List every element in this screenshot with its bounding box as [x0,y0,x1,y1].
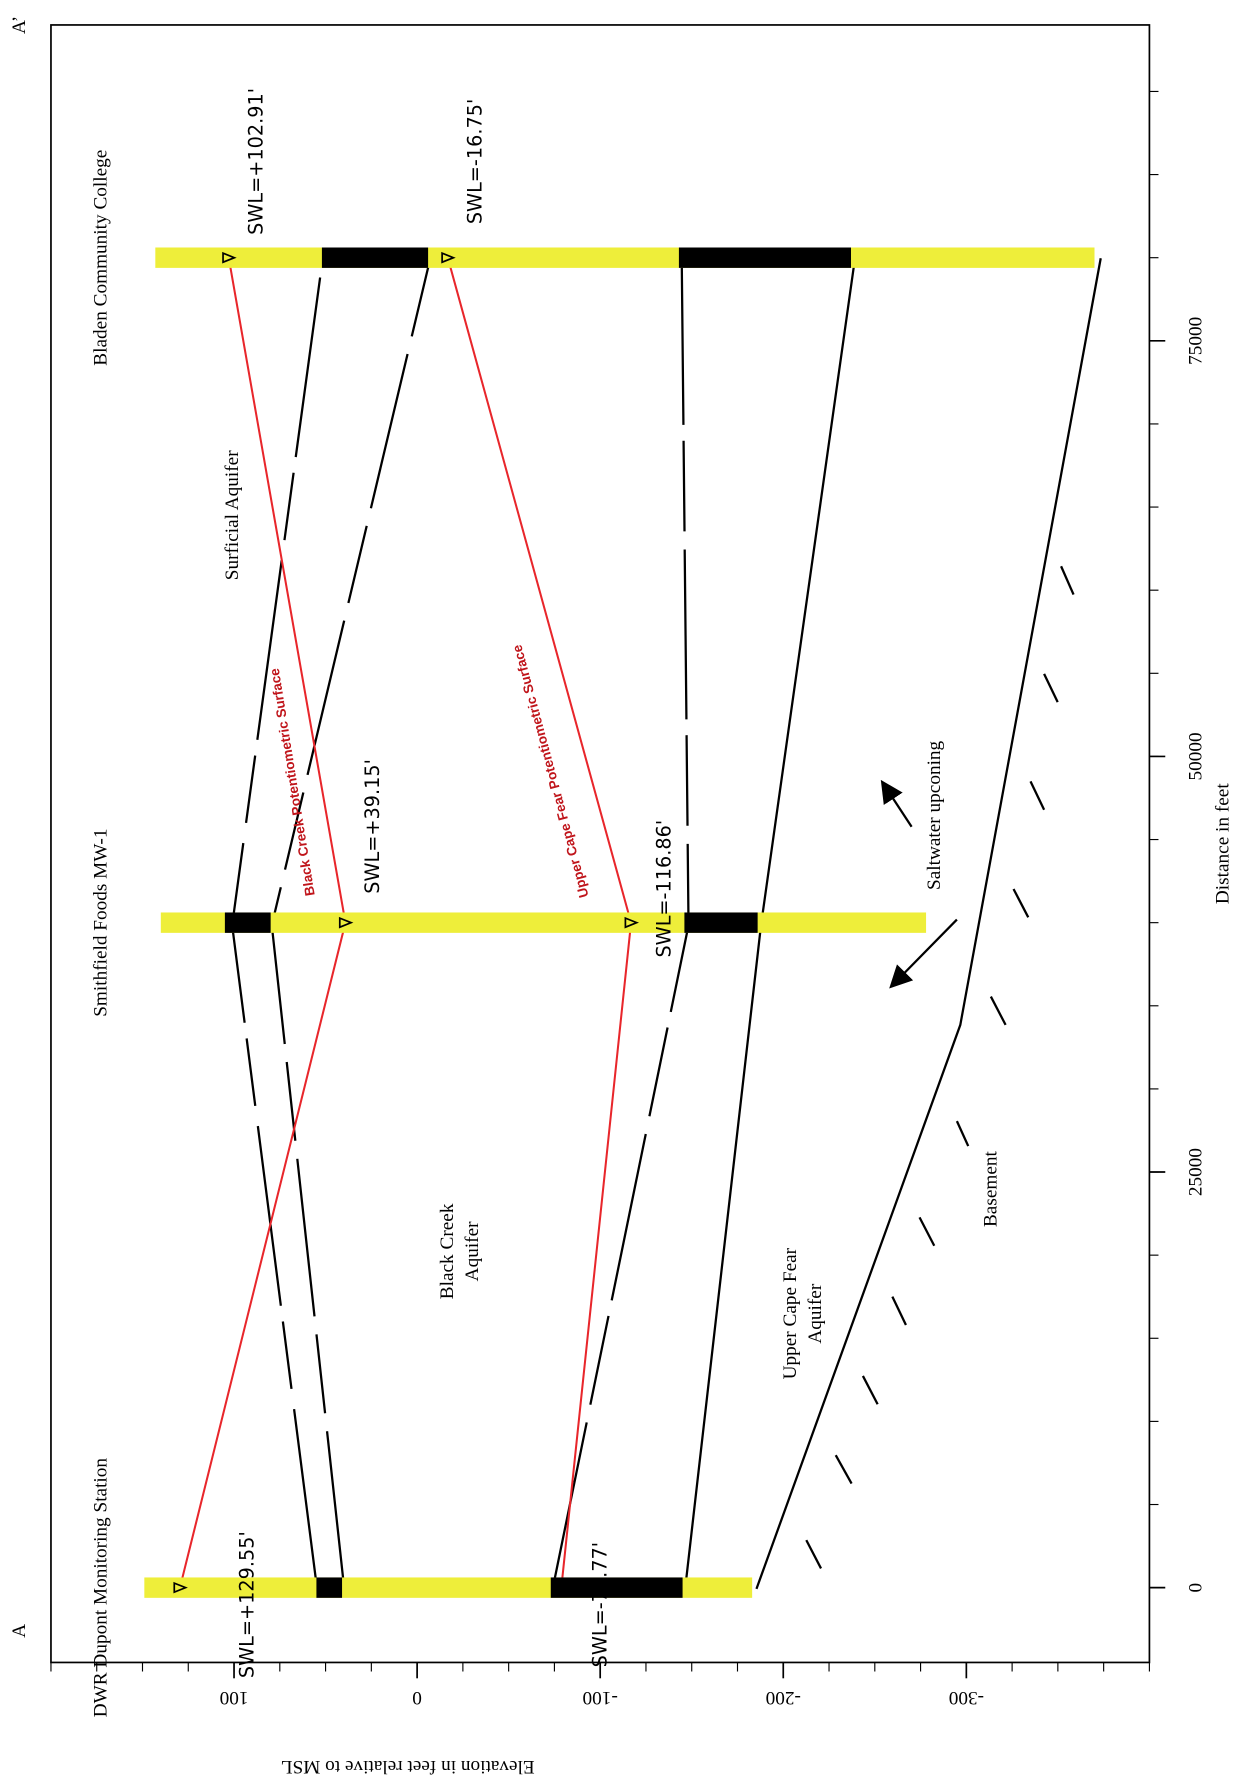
y-tick-label: 0 [412,1687,422,1708]
swl-label: SWL=-116.86' [653,820,676,958]
well-screen [684,912,757,932]
unit-label: Basement [981,1150,1002,1227]
arrow [883,784,911,827]
annotation: Saltwater upconing [924,740,945,890]
swl-label: SWL=+129.55' [235,1531,258,1678]
x-tick-label: 25000 [1185,1148,1206,1196]
well-screen [225,912,271,932]
well-name: Bladen Community College [90,150,111,366]
well-screen [322,248,428,268]
section-end: A’ [9,16,30,34]
swl-label: SWL=-78.77' [588,1542,611,1667]
unit-label: Black Creek [437,1203,458,1299]
well-screen [551,1577,683,1597]
unit-label: Aquifer [805,1283,826,1343]
x-tick-label: 75000 [1185,317,1206,365]
surface-label: Black Creek Potentiometric Surface [267,667,318,897]
y-axis-title: Elevation in feet relative to MSL [281,1756,535,1777]
swl-label: SWL=+39.15' [361,759,384,894]
surface-label: Upper Cape Fear Potentiometric Surface [509,643,591,899]
section-start: A [9,1624,30,1638]
x-axis-title: Distance in feet [1213,783,1234,904]
swl-label: SWL=+102.91' [245,88,268,235]
basement-hatch [806,566,1073,1568]
frame [51,25,1149,1662]
well-name: DWR Dupont Monitoring Station [90,1458,111,1718]
well-screen [316,1577,342,1597]
x-tick-label: 50000 [1185,732,1206,780]
y-tick-label: -200 [766,1687,801,1708]
y-tick-label: 100 [220,1687,249,1708]
unit-label: Aquifer [462,1221,483,1281]
unit-label: Surficial Aquifer [222,450,243,580]
unit-label: Upper Cape Fear [780,1247,801,1379]
y-tick-label: -100 [583,1687,618,1708]
cross-section: A A’ Distance in feet Elevation in feet … [0,0,1257,1778]
well-casing [161,912,926,932]
well-name: Smithfield Foods MW-1 [90,829,111,1017]
y-tick-label: -300 [949,1687,984,1708]
well-screen [679,248,851,268]
x-tick-label: 0 [1185,1583,1206,1593]
well-casing [155,248,1094,268]
swl-label: SWL=-16.75' [464,99,487,224]
